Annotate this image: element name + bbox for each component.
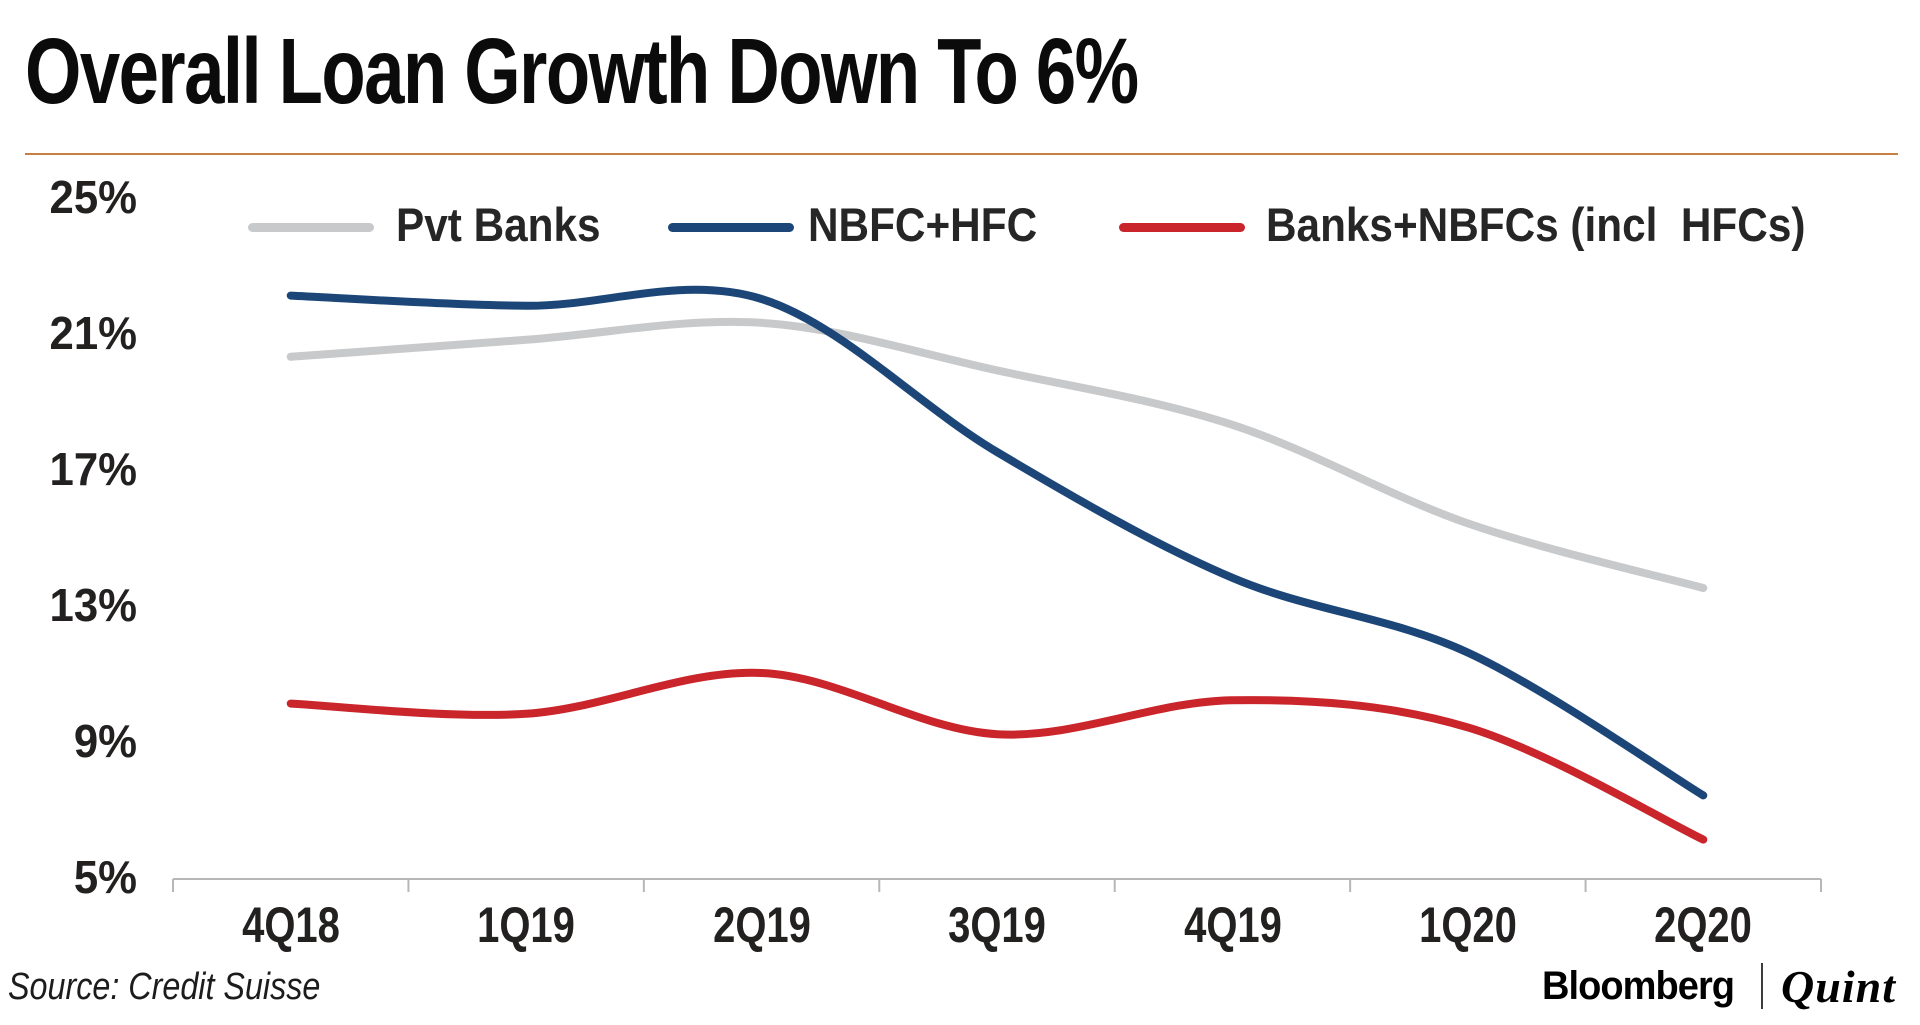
y-tick-label-17: 17% bbox=[49, 443, 137, 495]
legend-label-banks-nbfcs: Banks+NBFCs (incl HFCs) bbox=[1266, 198, 1806, 251]
legend-swatch-pvt-banks bbox=[248, 223, 374, 232]
source-label: Source: Credit Suisse bbox=[8, 966, 321, 1008]
x-tick-label-2q19: 2Q19 bbox=[713, 897, 811, 953]
x-tick-label-3q19: 3Q19 bbox=[948, 897, 1046, 953]
title-divider bbox=[25, 153, 1898, 155]
logo-divider bbox=[1761, 963, 1764, 1009]
quint-logo: Quint bbox=[1781, 960, 1896, 1012]
y-tick-label-25: 25% bbox=[49, 171, 137, 223]
legend-label-pvt-banks: Pvt Banks bbox=[396, 198, 601, 251]
nbfc-hfc-line bbox=[286, 285, 1708, 800]
x-tick-label-4q19: 4Q19 bbox=[1184, 897, 1282, 953]
legend-swatch-banks-nbfcs bbox=[1119, 223, 1245, 232]
bloomberg-logo: Bloomberg bbox=[1541, 963, 1735, 1008]
x-tick-label-2q20: 2Q20 bbox=[1654, 897, 1752, 953]
legend-label-nbfc-hfc: NBFC+HFC bbox=[808, 198, 1038, 251]
legend-swatch-nbfc-hfc bbox=[668, 223, 794, 232]
y-tick-label-5: 5% bbox=[73, 851, 137, 903]
pvt-banks-line bbox=[286, 317, 1708, 592]
chart-title: Overall Loan Growth Down To 6% bbox=[25, 19, 1139, 123]
x-tick-label-4q18: 4Q18 bbox=[242, 897, 340, 953]
y-tick-label-13: 13% bbox=[49, 579, 137, 631]
banks-nbfcs-incl-hfcs--line bbox=[286, 668, 1708, 844]
brand-logo: Bloomberg Quint bbox=[1537, 960, 1896, 1012]
y-tick-label-21: 21% bbox=[49, 307, 137, 359]
x-tick-label-1q19: 1Q19 bbox=[477, 897, 575, 953]
x-tick-label-1q20: 1Q20 bbox=[1419, 897, 1517, 953]
y-tick-label-9: 9% bbox=[73, 715, 137, 767]
